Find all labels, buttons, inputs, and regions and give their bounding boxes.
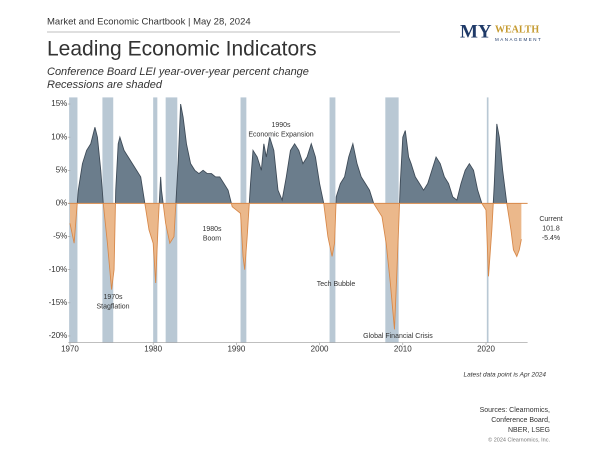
y-tick-label: 0% [56,199,68,208]
copyright: © 2024 Clearnomics, Inc. [488,436,550,443]
y-tick-label: -5% [53,232,67,241]
subtitle: Conference Board LEI year-over-year perc… [47,66,309,78]
line [69,103,522,330]
annotation: Global Financial Crisis [363,333,433,340]
logo-brand: MY [460,21,492,42]
area [69,104,522,330]
chart-title: Leading Economic Indicators [47,38,317,61]
annotation: Economic Expansion [248,131,313,138]
annotation: -5.4% [542,235,560,242]
annotation: Boom [203,235,221,242]
logo-tagline: MANAGEMENT [495,37,542,42]
source: Conference Board, [491,417,550,424]
logo-name: WEALTH [495,24,539,35]
y-tick-label: 15% [51,99,67,108]
y-tick-label: -20% [49,331,68,340]
annotation: Stagflation [96,303,129,310]
subtitle: Recessions are shaded [47,79,163,91]
annotation: 1970s [103,294,123,301]
annotation: 101.8 [542,225,560,232]
x-tick-label: 1990 [227,345,245,354]
y-tick-label: -10% [49,265,68,274]
annotation: 1990s [271,122,291,129]
y-tick-label: 10% [51,132,67,141]
header: Market and Economic Chartbook | May 28, … [47,17,251,28]
y-tick-label: 5% [56,165,68,174]
x-tick-label: 2020 [477,345,495,354]
data-note: Latest data point is Apr 2024 [463,372,546,379]
annotation: 1980s [202,226,222,233]
source: Sources: Clearnomics, [480,407,550,414]
annotation: Tech Bubble [317,281,356,288]
source: NBER, LSEG [508,427,550,434]
annotation: Current [539,216,562,223]
x-tick-label: 1970 [61,345,79,354]
y-tick-label: -15% [49,298,68,307]
x-tick-label: 2010 [394,345,412,354]
x-tick-label: 1980 [144,345,162,354]
x-tick-label: 2000 [311,345,329,354]
